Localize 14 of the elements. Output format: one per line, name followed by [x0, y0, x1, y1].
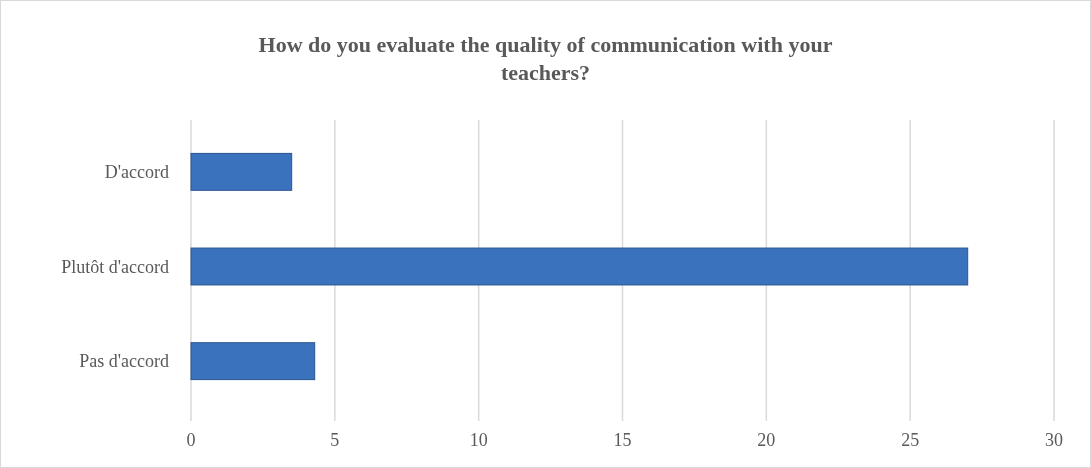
bar: [190, 247, 969, 286]
bar: [190, 152, 293, 191]
x-tick-label: 5: [330, 430, 340, 450]
y-tick-label: D'accord: [104, 162, 169, 183]
x-tick-label: 10: [469, 430, 488, 450]
chart-title: How do you evaluate the quality of communication with your teachers?: [258, 32, 833, 85]
x-tick-label: 0: [186, 430, 196, 450]
bar: [190, 342, 316, 381]
x-tick-label: 15: [613, 430, 632, 450]
x-tick-label: 30: [1045, 430, 1063, 450]
x-tick-label: 20: [757, 430, 776, 450]
x-tick-label: 25: [901, 430, 920, 450]
y-tick-label: Pas d'accord: [79, 351, 169, 372]
y-tick-label: Plutôt d'accord: [61, 256, 169, 277]
